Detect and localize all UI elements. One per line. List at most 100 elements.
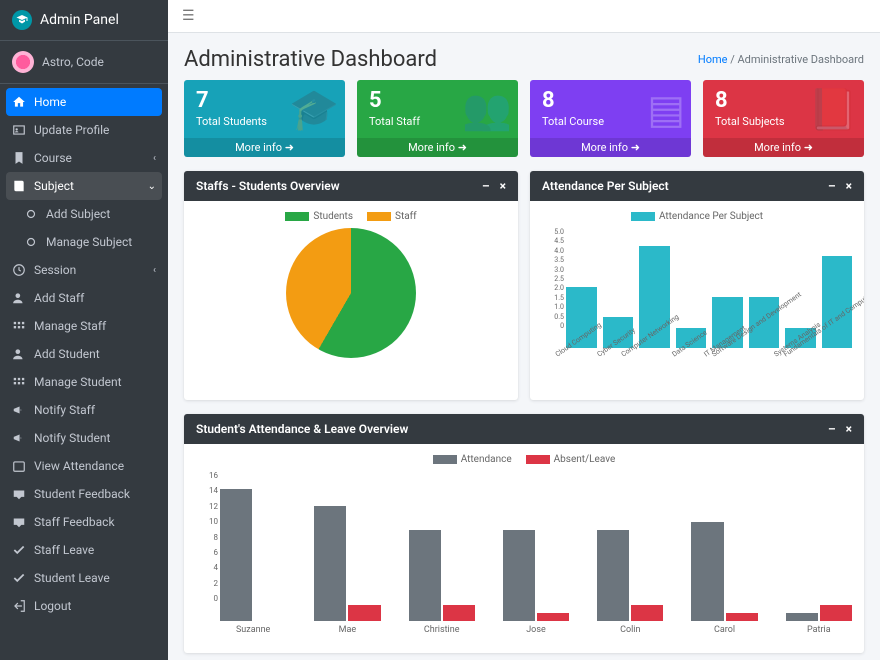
panel-header: Staffs - Students Overview – × — [184, 171, 518, 201]
panel-title: Attendance Per Subject — [542, 179, 669, 193]
sidebar-item-student-leave[interactable]: Student Leave — [0, 564, 168, 592]
bar-group: Suzanne — [220, 471, 286, 621]
avatar — [12, 51, 34, 73]
user-plus-icon — [12, 291, 26, 305]
check-icon — [12, 543, 26, 557]
megaphone-icon — [12, 403, 26, 417]
chevron-icon: ‹ — [153, 153, 156, 164]
brand[interactable]: Admin Panel — [0, 0, 168, 41]
grouped-panel: Student's Attendance & Leave Overview – … — [184, 414, 864, 653]
check-icon — [12, 571, 26, 585]
home-icon — [12, 95, 26, 109]
more-info-link[interactable]: More info ➜ — [703, 138, 864, 157]
comment-icon — [12, 487, 26, 501]
calendar-icon — [12, 459, 26, 473]
breadcrumb-home[interactable]: Home — [698, 53, 728, 66]
sidebar-item-staff-feedback[interactable]: Staff Feedback — [0, 508, 168, 536]
sidebar-item-notify-staff[interactable]: Notify Staff — [0, 396, 168, 424]
sidebar-item-notify-student[interactable]: Notify Student — [0, 424, 168, 452]
arrow-right-icon: ➜ — [458, 141, 467, 154]
stat-row: 🎓7Total StudentsMore info ➜👥5Total Staff… — [184, 80, 864, 157]
nav: HomeUpdate ProfileCourse‹Subject⌄Add Sub… — [0, 84, 168, 660]
bar: Data Science — [676, 328, 707, 348]
more-info-link[interactable]: More info ➜ — [530, 138, 691, 157]
sidebar-item-add-student[interactable]: Add Student — [0, 340, 168, 368]
chevron-icon: ⌄ — [148, 181, 156, 192]
more-info-link[interactable]: More info ➜ — [184, 138, 345, 157]
bar-attendance — [597, 530, 629, 621]
sidebar-item-view-attendance[interactable]: View Attendance — [0, 452, 168, 480]
bar-absent — [820, 605, 852, 622]
minimize-icon[interactable]: – — [828, 422, 836, 436]
bar-absent — [631, 605, 663, 622]
bar-panel: Attendance Per Subject – × Attendance Pe… — [530, 171, 864, 400]
stat-card-total-subjects: 📕8Total SubjectsMore info ➜ — [703, 80, 864, 157]
bar-absent — [537, 613, 569, 621]
sidebar-item-manage-staff[interactable]: Manage Staff — [0, 312, 168, 340]
bar-attendance — [314, 506, 346, 622]
more-info-link[interactable]: More info ➜ — [357, 138, 518, 157]
sidebar-item-student-feedback[interactable]: Student Feedback — [0, 480, 168, 508]
chevron-icon: ‹ — [153, 265, 156, 276]
clock-icon — [12, 263, 26, 277]
bar: Cyber Security — [603, 317, 634, 348]
brand-icon — [12, 10, 32, 30]
close-icon[interactable]: × — [500, 179, 506, 193]
arrow-right-icon: ➜ — [631, 141, 640, 154]
sidebar-item-add-staff[interactable]: Add Staff — [0, 284, 168, 312]
circle-icon — [24, 235, 38, 249]
bar-chart: 5.04.54.03.53.02.52.01.51.00.50 Cloud Co… — [542, 228, 852, 348]
sidebar-item-session[interactable]: Session‹ — [0, 256, 168, 284]
bar-absent — [348, 605, 380, 622]
bar-group: Carol — [691, 471, 757, 621]
pie-chart — [286, 228, 416, 358]
minimize-icon[interactable]: – — [828, 179, 836, 193]
page-title: Administrative Dashboard — [184, 47, 437, 72]
pie-panel: Staffs - Students Overview – × StudentsS… — [184, 171, 518, 400]
sidebar-item-course[interactable]: Course‹ — [0, 144, 168, 172]
panel-title: Staffs - Students Overview — [196, 179, 340, 193]
bar-group: Patria — [786, 471, 852, 621]
comment-icon — [12, 515, 26, 529]
id-icon — [12, 123, 26, 137]
sidebar-item-manage-subject[interactable]: Manage Subject — [0, 228, 168, 256]
sidebar-item-home[interactable]: Home — [6, 88, 162, 116]
bar-attendance — [691, 522, 723, 621]
sidebar-item-logout[interactable]: Logout — [0, 592, 168, 620]
book-icon — [12, 179, 26, 193]
sidebar-item-manage-student[interactable]: Manage Student — [0, 368, 168, 396]
bar-attendance — [409, 530, 441, 621]
grouped-chart: 1614121086420 SuzanneMaeChristineJoseCol… — [196, 471, 852, 621]
brand-label: Admin Panel — [40, 12, 119, 28]
user-panel[interactable]: Astro, Code — [0, 41, 168, 84]
bookmark-icon — [12, 151, 26, 165]
stat-card-total-staff: 👥5Total StaffMore info ➜ — [357, 80, 518, 157]
topbar: ☰ — [168, 0, 880, 33]
user-name: Astro, Code — [42, 55, 104, 69]
bar-group: Colin — [597, 471, 663, 621]
close-icon[interactable]: × — [846, 179, 852, 193]
user-plus-icon — [12, 347, 26, 361]
bar-attendance — [220, 489, 252, 621]
arrow-right-icon: ➜ — [285, 141, 294, 154]
sidebar: Admin Panel Astro, Code HomeUpdate Profi… — [0, 0, 168, 660]
panel-header: Student's Attendance & Leave Overview – … — [184, 414, 864, 444]
arrow-right-icon: ➜ — [804, 141, 813, 154]
bar: Computer Networking — [639, 246, 670, 348]
bar: Software Design and Development — [749, 297, 780, 348]
bar-group: Christine — [409, 471, 475, 621]
logout-icon — [12, 599, 26, 613]
bar-absent — [443, 605, 475, 622]
sidebar-item-add-subject[interactable]: Add Subject — [0, 200, 168, 228]
grid-icon — [12, 375, 26, 389]
stat-card-total-students: 🎓7Total StudentsMore info ➜ — [184, 80, 345, 157]
sidebar-item-staff-leave[interactable]: Staff Leave — [0, 536, 168, 564]
bar-attendance — [786, 613, 818, 621]
hamburger-icon[interactable]: ☰ — [182, 8, 195, 24]
sidebar-item-update-profile[interactable]: Update Profile — [0, 116, 168, 144]
megaphone-icon — [12, 431, 26, 445]
close-icon[interactable]: × — [846, 422, 852, 436]
sidebar-item-subject[interactable]: Subject⌄ — [6, 172, 162, 200]
minimize-icon[interactable]: – — [482, 179, 490, 193]
stat-card-total-course: ▤8Total CourseMore info ➜ — [530, 80, 691, 157]
